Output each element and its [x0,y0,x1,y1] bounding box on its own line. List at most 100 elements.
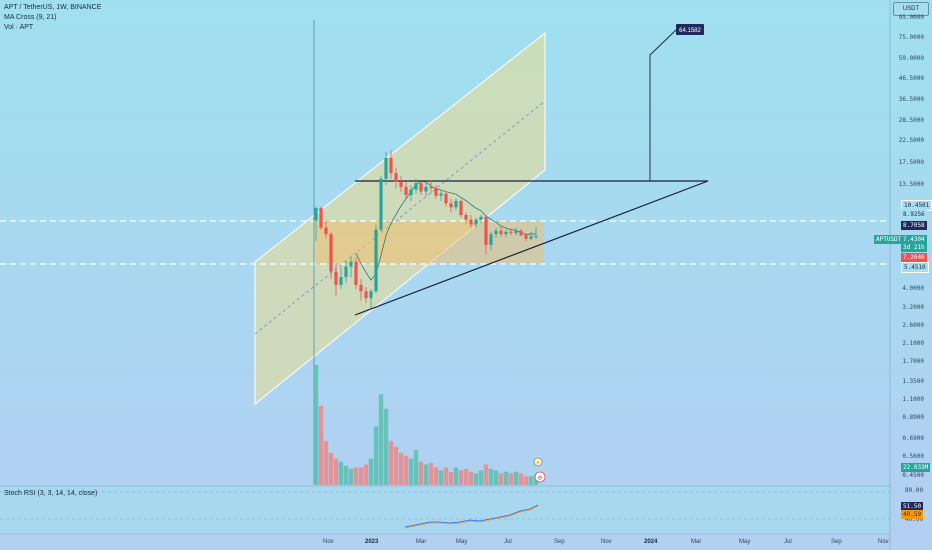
channel-midline [254,100,546,335]
volume-bar [323,441,329,485]
volume-bar [518,473,524,485]
triangle-bottom-line[interactable] [354,180,709,316]
candle-body [469,219,473,225]
candle-body [454,200,458,208]
candle-body [459,200,463,216]
stoch-tick-lower: 40.00 [905,516,924,523]
time-tick: Mar [691,539,702,545]
price-tick: 95.0000 [898,14,924,21]
price-tick: 2.6000 [902,321,924,329]
tag-current-price: 7.4304 [901,235,927,244]
volume-bar [458,470,464,485]
volume-bar [523,476,529,485]
volume-bar [473,473,479,485]
volume-bar [318,405,324,485]
volume-bar [493,470,499,485]
volume-bar [393,446,399,485]
tag-volume-value: 22.033M [901,463,931,472]
event-icon[interactable] [533,457,543,467]
stoch-pane-background [0,486,890,534]
price-tick: 75.0000 [898,34,924,42]
stoch-tick-upper: 80.00 [905,487,924,494]
candle-body [429,186,433,189]
volume-bar [468,471,474,485]
candle-body [399,181,403,187]
time-tick: Mar [416,539,427,545]
tag-red-level: 7.2040 [901,253,927,262]
volume-bar [408,458,414,485]
chart-legend: APT / TetherUS, 1W, BINANCE MA Cross (9,… [4,3,101,33]
volume-indicator-label[interactable]: Vol · APT [4,24,34,31]
time-tick: Jul [784,539,792,545]
time-tick: Sep [831,539,842,545]
candle-body [389,158,393,174]
earnings-icon[interactable] [534,471,546,483]
tag-lower-range: 5.4510 [901,262,929,273]
range-zone[interactable] [316,221,544,264]
candle-body [534,236,538,238]
candle-body [324,227,328,235]
volume-bars [313,365,539,485]
price-tick: 36.5000 [898,95,924,103]
candle-body [314,208,318,221]
candle-body [464,215,468,220]
price-tick: 0.5600 [902,453,924,461]
time-tick: Nov [878,539,889,545]
currency-selector[interactable]: USDT [893,2,929,16]
candle-body [474,219,478,225]
target-projection-line[interactable] [649,29,677,181]
candle-body [499,230,503,235]
volume-bar [338,461,344,485]
candle-body [364,291,368,299]
ma-indicator-label[interactable]: MA Cross (9, 21) [4,14,57,21]
volume-bar [403,455,409,485]
candle-body [374,229,378,292]
candle-body [449,203,453,208]
price-tick: 1.1000 [902,395,924,403]
volume-bar [343,465,349,485]
earnings-icon-glyph: ⊕ [537,476,542,482]
candle-body [369,291,373,299]
price-tick: 46.5000 [898,75,924,83]
price-tick: 13.5000 [898,180,924,188]
stoch-d-line [404,505,539,529]
price-tick: 1.3500 [902,377,924,385]
target-label-box [676,24,704,35]
volume-bar [448,471,454,485]
volume-bar [433,467,439,485]
volume-bar [363,464,369,485]
volume-bar [443,467,449,485]
candle-body [404,186,408,196]
symbol-title[interactable]: APT / TetherUS, 1W, BINANCE [4,4,102,11]
candle-body [489,234,493,245]
candle-body [419,183,423,192]
time-tick: 2023 [365,539,379,545]
tag-level-1: 8.9256 [901,210,927,219]
volume-bar [413,449,419,485]
candle-body [359,284,363,292]
tag-level-2: 8.7058 [901,221,927,230]
candle-body [529,236,533,239]
price-tick: 0.8900 [902,413,924,421]
candle-body [509,231,513,234]
tag-countdown: 3d 21h [901,243,927,252]
volume-bar [488,468,494,485]
target-label: 64.1582 [679,28,701,34]
stoch-rsi-label[interactable]: Stoch RSI (3, 3, 14, 14, close) [4,490,98,497]
volume-bar [348,468,354,485]
candle-body [444,193,448,204]
time-tick: Nov [323,539,334,545]
volume-bar [463,468,469,485]
stoch-value-k: 51.50 [901,502,924,511]
candle-body [344,266,348,278]
volume-bar [483,464,489,485]
volume-bar [428,463,434,485]
volume-bar [513,471,519,485]
candle-body [409,189,413,196]
time-tick: May [456,539,468,545]
volume-bar [453,467,459,485]
tag-current-symbol: APTUSDT [874,235,904,244]
time-tick: Nov [601,539,612,545]
